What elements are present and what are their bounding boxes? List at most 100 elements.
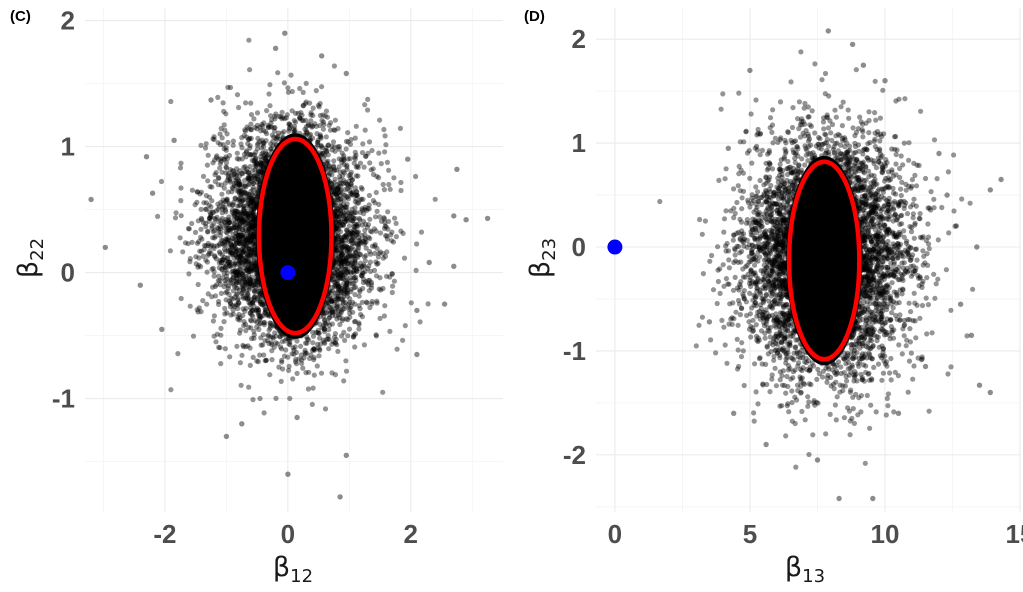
panel-c-sample-point [391,175,397,181]
panel-c-sample-point [353,164,359,170]
panel-c-sample-point [334,214,340,220]
panel-c-sample-point [223,258,229,264]
panel-c-sample-point [231,224,237,230]
panel-c-sample-point [393,234,399,240]
panel-c-sample-point [243,275,249,282]
panel-c-sample-point [219,191,225,197]
panel-c-sample-point [221,319,227,325]
panel-c-sample-point [248,203,254,209]
panel-c-sample-point [314,363,320,369]
panel-c-sample-point [382,149,388,155]
panel-c-sample-point [225,256,231,262]
panel-c-sample-point [187,303,193,309]
panel-c-sample-point [343,368,350,374]
panel-c-sample-point [347,248,353,254]
panel-c-sample-point [224,236,230,243]
panel-c-sample-point [276,364,282,370]
panel-c-sample-point [332,117,338,123]
panel-c-sample-point [331,198,337,204]
panel-c-sample-point [300,103,306,109]
panel-c-sample-point [367,259,373,265]
panel-c-sample-point [221,270,227,276]
panel-c-sample-point [246,287,252,293]
panel-c-sample-point [408,300,414,306]
panel-c-sample-point [210,265,216,271]
panel-c-sample-point [257,178,263,184]
panel-c-sample-point [360,141,366,147]
panel-c-sample-point [248,266,254,272]
panel-c-sample-point [168,387,174,393]
panel-c-sample-point [245,284,252,290]
panel-c-sample-point [366,192,372,199]
panel-c-sample-point [339,150,345,156]
panel-c-sample-point [254,296,260,302]
panel-c-sample-point [359,222,365,228]
panel-c-sample-point [362,127,368,133]
panel-c-sample-point [220,100,226,106]
panel-c-sample-point [331,158,337,164]
panel-c-sample-point [236,287,243,293]
panel-c-sample-point [226,234,232,241]
panel-c-sample-point [267,146,274,152]
panel-c-sample-point [230,225,236,231]
panel-c-sample-point [260,332,266,338]
panel-c-sample-point [277,334,283,340]
panel-c-sample-point [387,186,393,192]
panel-c-sample-point [386,181,392,188]
panel-c-sample-point [250,234,256,240]
panel-c-sample-point [349,192,355,198]
panel-c-sample-point [370,166,376,172]
panel-c-sample-point [190,333,197,339]
panel-c-sample-point [362,102,368,108]
panel-c-sample-point [208,211,214,217]
panel-c-sample-point [198,226,204,232]
panel-c-sample-point [293,119,299,125]
panel-c-sample-point [316,353,322,359]
panel-c-sample-point [228,252,234,258]
panel-c-sample-point [324,160,330,166]
panel-c-sample-point [290,376,296,382]
panel-c-sample-point [288,72,294,78]
panel-c-sample-point [305,386,311,392]
panel-c-sample-point [209,184,215,190]
panel-c-sample-point [235,209,241,215]
panel-c-sample-point [267,372,273,378]
panel-c-sample-point [361,342,367,348]
panel-c-sample-point [327,305,333,311]
panel-c-sample-point [394,346,400,352]
panel-c-sample-point [177,165,184,171]
panel-c-sample-point [351,160,357,166]
panel-c-sample-point [335,282,341,288]
panel-c-sample-point [236,104,242,111]
panel-c-sample-point [367,216,373,222]
panel-c-sample-point [223,236,229,242]
panel-c-sample-point [247,345,253,351]
panel-c-sample-point [223,154,229,160]
panel-c-sample-point [250,299,256,305]
panel-c-sample-point [349,218,355,224]
panel-c-sample-point [237,327,243,333]
panel-c-sample-point [244,197,251,203]
panel-c-sample-point [253,164,259,170]
panel-c-sample-point [301,355,307,361]
panel-c-sample-point [221,185,227,191]
panel-c-sample-point [225,139,231,146]
panel-c-sample-point [228,277,234,283]
panel-c-sample-point [250,240,256,246]
panel-c-sample-point [247,67,253,73]
panel-c-sample-point [219,135,225,141]
panel-c-sample-point [239,171,246,177]
panel-c-sample-point [313,329,319,335]
panel-c-sample-point [198,234,204,240]
panel-c-sample-point [332,290,338,296]
panel-c-sample-point [241,244,247,250]
panel-c-sample-point [232,174,238,180]
panel-c-sample-point [356,215,362,222]
panel-c-sample-point [335,283,342,289]
panel-c-sample-point [210,229,216,235]
panel-c-sample-point [238,252,244,258]
panel-c-sample-point [286,336,292,343]
panel-c-sample-point [348,169,354,175]
panel-c-sample-point [240,295,247,301]
panel-c-sample-point [223,281,229,287]
